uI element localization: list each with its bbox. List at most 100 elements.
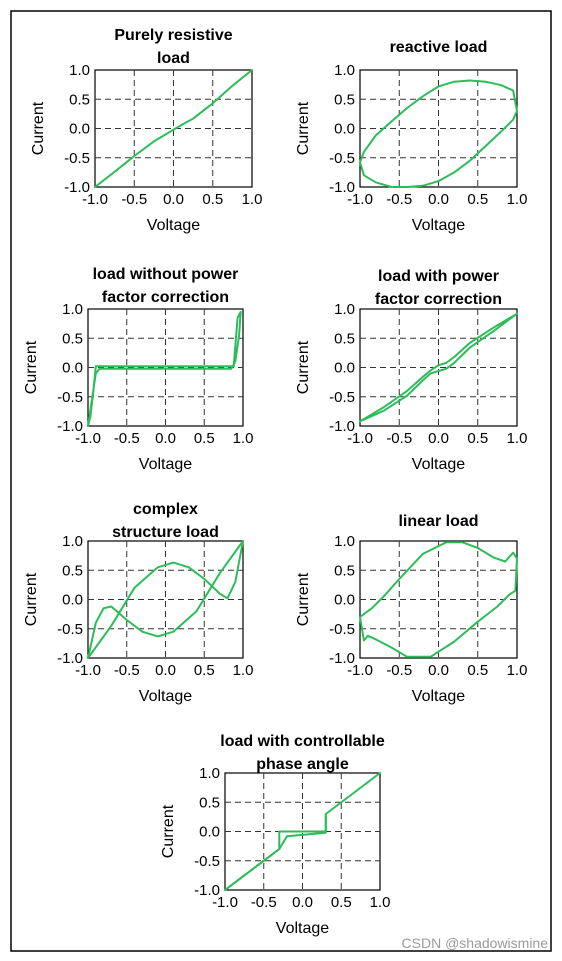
y-tick-label: 1.0 — [334, 301, 355, 318]
chart-title: factor correction — [102, 289, 229, 306]
y-tick-label: 1.0 — [62, 301, 83, 318]
x-tick-label: -1.0 — [75, 430, 101, 447]
series-curve-1 — [87, 540, 244, 659]
series-curve-2 — [87, 540, 244, 659]
x-tick-label: 0.0 — [163, 191, 184, 208]
series-curve-1 — [359, 541, 518, 658]
y-axis-label: Current — [295, 101, 312, 155]
chart-title: load with power — [378, 268, 499, 285]
y-tick-label: -0.5 — [64, 150, 90, 167]
x-tick-label: 0.0 — [292, 894, 313, 911]
y-tick-label: 0.5 — [334, 91, 355, 108]
x-tick-label: -0.5 — [121, 191, 147, 208]
series-curve-1 — [94, 69, 253, 188]
x-axis-label: Voltage — [276, 920, 329, 937]
series-curve-2 — [224, 813, 327, 891]
chart-title: load without power — [93, 266, 239, 283]
x-tick-label: -0.5 — [386, 430, 412, 447]
x-tick-label: -1.0 — [82, 191, 108, 208]
y-tick-label: -1.0 — [329, 650, 355, 667]
y-tick-label: 0.5 — [62, 330, 83, 347]
x-tick-label: 0.5 — [467, 191, 488, 208]
x-tick-label: 1.0 — [507, 430, 528, 447]
x-tick-label: 1.0 — [233, 662, 254, 679]
chart-title: structure load — [112, 524, 219, 541]
chart-7: load with controllable phase angle -1.0 -0.… — [160, 733, 390, 937]
x-tick-label: 1.0 — [370, 894, 391, 911]
y-axis-label: Current — [295, 572, 312, 626]
chart-grid: Purely resistive load -1.0 -0.5 0.0 0.5 1.0 1.0… — [23, 27, 527, 937]
chart-title: Purely resistive — [114, 27, 232, 44]
x-tick-label: 0.0 — [428, 191, 449, 208]
chart-title: load with controllable — [220, 733, 385, 750]
y-axis-label: Current — [160, 804, 177, 858]
x-tick-label: 0.0 — [428, 430, 449, 447]
y-tick-label: -0.5 — [194, 853, 220, 870]
x-tick-label: -0.5 — [114, 662, 140, 679]
y-tick-label: 1.0 — [62, 533, 83, 550]
x-axis-label: Voltage — [412, 456, 465, 473]
chart-4: load with power factor correction -1.0 -0.5… — [295, 268, 527, 473]
y-axis-label: Current — [30, 101, 47, 155]
y-tick-label: 0.0 — [62, 360, 83, 377]
chart-title: complex — [133, 501, 198, 518]
y-tick-label: 0.5 — [334, 562, 355, 579]
chart-2: reactive load-1.0 -0.5 0.0 0.5 1.01.00.50.0-… — [295, 39, 527, 234]
x-axis-label: Voltage — [139, 456, 192, 473]
y-tick-label: 0.0 — [199, 824, 220, 841]
y-tick-label: 0.5 — [199, 794, 220, 811]
x-tick-label: 0.5 — [194, 430, 215, 447]
chart-title: reactive load — [390, 39, 488, 56]
y-tick-label: 0.5 — [69, 91, 90, 108]
x-tick-label: 0.0 — [155, 662, 176, 679]
x-tick-label: 1.0 — [507, 191, 528, 208]
series-curve-1 — [87, 310, 242, 427]
x-tick-label: 0.0 — [428, 662, 449, 679]
x-tick-label: -1.0 — [347, 662, 373, 679]
x-tick-label: -1.0 — [212, 894, 238, 911]
chart-title: phase angle — [256, 756, 349, 773]
y-tick-label: -1.0 — [329, 418, 355, 435]
x-tick-label: 1.0 — [242, 191, 263, 208]
chart-title: linear load — [398, 513, 478, 530]
y-tick-label: 0.5 — [334, 330, 355, 347]
chart-title: factor correction — [375, 291, 502, 308]
x-tick-label: 0.5 — [467, 662, 488, 679]
y-tick-label: 0.0 — [334, 121, 355, 138]
y-tick-label: -0.5 — [57, 389, 83, 406]
figure-frame — [10, 10, 552, 952]
x-tick-label: -0.5 — [114, 430, 140, 447]
x-tick-label: 0.5 — [467, 430, 488, 447]
y-axis-label: Current — [295, 340, 312, 394]
chart-title: load — [157, 50, 190, 67]
y-tick-label: -0.5 — [329, 150, 355, 167]
y-axis-label: Current — [23, 572, 40, 626]
x-tick-label: -1.0 — [347, 191, 373, 208]
y-axis-label: Current — [23, 340, 40, 394]
x-axis-label: Voltage — [412, 688, 465, 705]
chart-6: linear load -1.0 -0.5 0.0 0.5 1.0 1.0 0.5 0.0 -0.… — [295, 513, 527, 705]
y-tick-label: -1.0 — [57, 650, 83, 667]
x-tick-label: -0.5 — [386, 191, 412, 208]
y-tick-label: 0.0 — [62, 592, 83, 609]
x-tick-label: 0.5 — [194, 662, 215, 679]
x-tick-label: -0.5 — [386, 662, 412, 679]
x-tick-label: -1.0 — [75, 662, 101, 679]
y-tick-label: -1.0 — [64, 179, 90, 196]
x-tick-label: 0.0 — [155, 430, 176, 447]
x-tick-label: -1.0 — [347, 430, 373, 447]
y-tick-label: 1.0 — [334, 62, 355, 79]
x-axis-label: Voltage — [147, 217, 200, 234]
y-tick-label: -1.0 — [194, 882, 220, 899]
x-axis-label: Voltage — [412, 217, 465, 234]
y-tick-label: 0.0 — [334, 360, 355, 377]
y-tick-label: 0.0 — [69, 121, 90, 138]
x-tick-label: 1.0 — [233, 430, 254, 447]
y-tick-label: 1.0 — [199, 765, 220, 782]
y-tick-label: -0.5 — [57, 621, 83, 638]
y-tick-label: 1.0 — [334, 533, 355, 550]
watermark: CSDN @shadowismine — [402, 935, 549, 951]
x-tick-label: 0.5 — [202, 191, 223, 208]
